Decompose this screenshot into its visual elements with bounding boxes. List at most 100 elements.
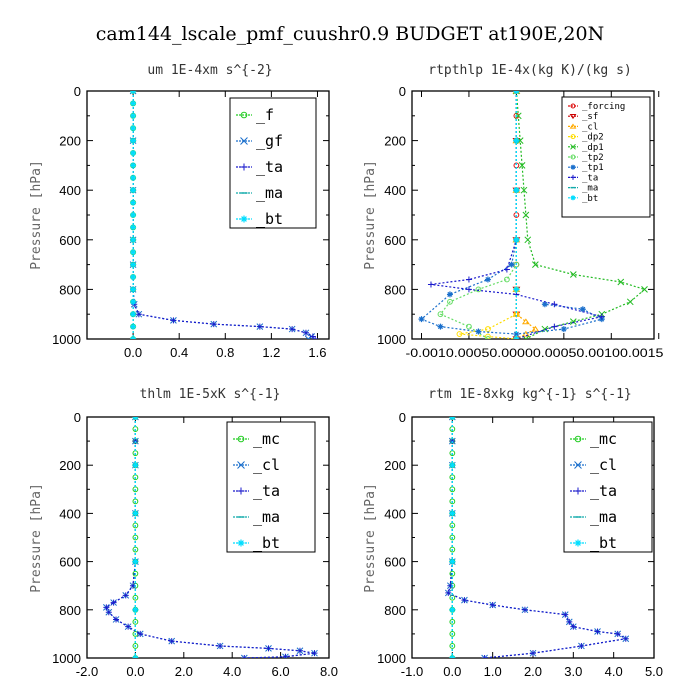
- marker-star: [449, 462, 456, 469]
- marker-star: [132, 606, 139, 613]
- marker-star: [513, 336, 520, 339]
- y-tick-label: 400: [59, 506, 81, 521]
- marker-x: [626, 298, 634, 306]
- x-tick-label: 1.0: [484, 664, 502, 679]
- legend-item-gf: _gf: [236, 132, 283, 150]
- legend-label: _ma: [253, 508, 280, 526]
- marker-plus: [282, 653, 289, 658]
- panel-um: um 1E-4xm s^{-2} Pressure [hPa] 0 200 400 6…: [29, 63, 330, 360]
- x-tick-label: 1.2: [262, 345, 280, 360]
- marker-triangle-up: [521, 318, 530, 325]
- marker-plus: [551, 301, 558, 308]
- legend: _mc _cl _ta _ma _bt: [563, 421, 653, 553]
- marker-star: [574, 539, 582, 547]
- legend-label: _bt: [253, 534, 280, 552]
- marker-circle: [570, 134, 576, 140]
- marker-plus: [135, 311, 142, 318]
- y-axis-label: Pressure [hPa]: [363, 160, 378, 270]
- marker-circle: [132, 570, 139, 577]
- legend-label: _dp1: [582, 143, 604, 153]
- legend-label: _sf: [582, 112, 598, 122]
- y-tick-label: 400: [59, 183, 81, 198]
- marker-x: [240, 137, 248, 145]
- y-tick-label: 200: [384, 458, 406, 473]
- marker-star: [513, 236, 520, 243]
- marker-x: [240, 654, 248, 658]
- marker-plus: [503, 266, 510, 273]
- panel-title: rtm 1E-8xkg kg^{-1} s^{-1}: [428, 387, 632, 402]
- legend-item-tp2: _tp2: [568, 153, 604, 163]
- x-tick-label: 4.0: [223, 664, 241, 679]
- marker-plus: [578, 642, 585, 649]
- legend-label: _bt: [256, 210, 283, 228]
- marker-circle: [449, 546, 456, 553]
- marker-star: [240, 215, 248, 223]
- marker-star: [446, 291, 453, 298]
- marker-star: [513, 137, 520, 144]
- series-group: [103, 417, 318, 658]
- legend-item-ma: _ma: [236, 184, 283, 202]
- legend-label: _ma: [582, 184, 598, 194]
- marker-circle: [449, 618, 456, 625]
- marker-circle: [449, 631, 456, 637]
- panel-title: um 1E-4xm s^{-2}: [147, 63, 272, 78]
- y-tick-label: 200: [59, 134, 81, 149]
- legend-box: [561, 96, 651, 218]
- legend-item-ma: _ma: [570, 508, 617, 526]
- y-tick-label: 800: [384, 282, 406, 297]
- marker-x: [518, 162, 526, 169]
- marker-plus: [110, 599, 117, 606]
- legend-label: _bt: [582, 194, 598, 204]
- legend-box: [226, 421, 316, 553]
- marker-plus: [265, 645, 272, 652]
- legend-box: [563, 421, 653, 553]
- legend-item-ta: _ta: [568, 173, 598, 183]
- marker-star: [418, 316, 425, 323]
- x-tick-labels: -0.0010.00050.00000.00050.00100.0015: [405, 346, 663, 360]
- legend-label: _mc: [253, 430, 280, 448]
- marker-x: [570, 143, 576, 150]
- marker-star: [130, 274, 137, 280]
- marker-star: [541, 301, 548, 308]
- y-tick-label: 1000: [52, 332, 81, 347]
- y-tick-label: 1000: [377, 651, 406, 666]
- marker-triangle-down: [569, 113, 577, 120]
- marker-circle: [466, 323, 472, 330]
- marker-star: [513, 286, 520, 293]
- marker-star: [449, 606, 456, 613]
- marker-plus: [170, 317, 177, 324]
- legend-item-forcing: _forcing: [568, 102, 625, 112]
- marker-x: [524, 236, 532, 244]
- marker-plus: [465, 286, 472, 293]
- marker-star: [130, 286, 137, 293]
- marker-plus: [461, 597, 468, 604]
- legend-box: [229, 97, 317, 229]
- panel-title: rtpthlp 1E-4x(kg K)/(kg s): [428, 63, 632, 78]
- marker-star: [513, 331, 520, 338]
- marker-plus: [137, 630, 144, 637]
- legend-label: _gf: [256, 132, 283, 150]
- legend-label: _ta: [582, 173, 598, 183]
- marker-star: [513, 91, 520, 94]
- x-tick-label: 0.0: [443, 664, 461, 679]
- legend-label: _forcing: [582, 102, 625, 112]
- marker-star: [570, 164, 576, 170]
- x-tick-label: 0.0: [126, 664, 144, 679]
- marker-circle: [456, 331, 463, 337]
- marker-plus: [296, 647, 303, 654]
- series-line-dp2: [459, 91, 517, 339]
- marker-plus: [622, 635, 629, 642]
- marker-x: [532, 261, 539, 268]
- y-tick-label: 800: [59, 603, 81, 618]
- marker-star: [130, 150, 137, 156]
- marker-star: [130, 125, 137, 132]
- y-tick-label: 1000: [377, 332, 406, 347]
- legend-label: _cl: [590, 456, 617, 474]
- marker-plus: [530, 650, 536, 657]
- panel-thlm: thlm 1E-5xK s^{-1} Pressure [hPa] 0 200 40…: [29, 387, 338, 679]
- legend-label: _dp2: [582, 133, 604, 143]
- y-tick-label: 600: [59, 233, 81, 248]
- marker-x: [520, 186, 528, 194]
- legend-item-ta: _ta: [236, 158, 283, 176]
- marker-plus: [241, 655, 248, 658]
